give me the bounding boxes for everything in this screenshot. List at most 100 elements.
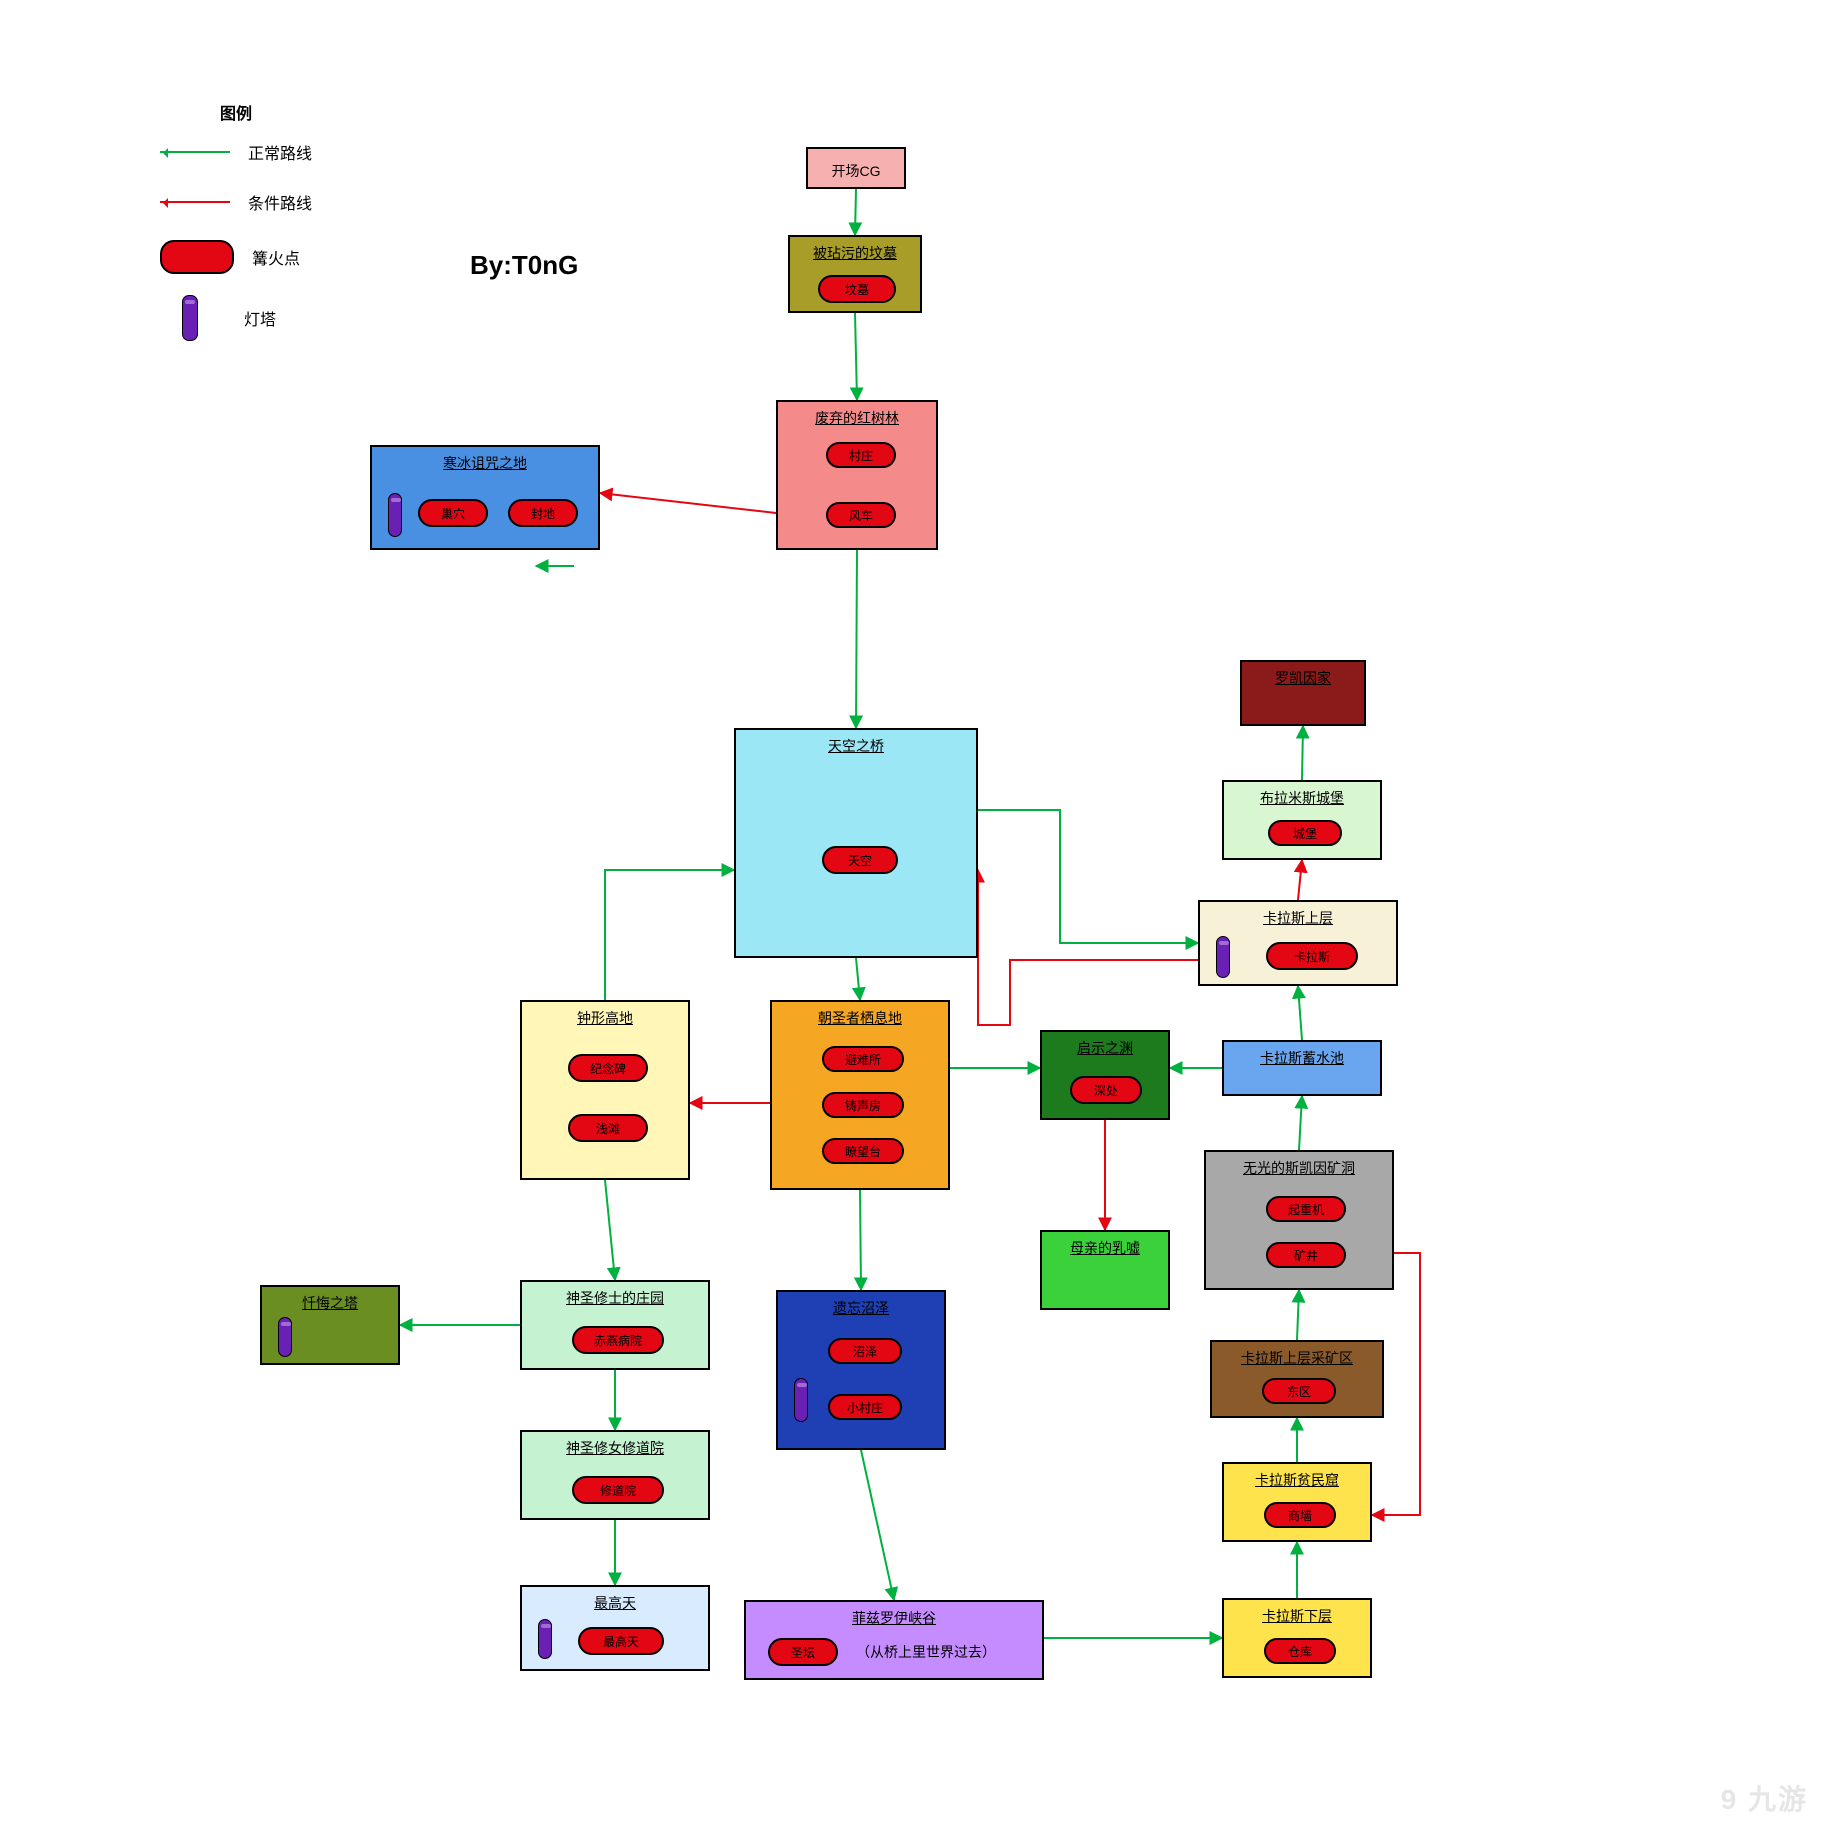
area-title: 菲兹罗伊峡谷 [746, 1602, 1042, 1628]
legend-label: 正常路线 [248, 140, 312, 164]
area-title: 忏悔之塔 [262, 1287, 398, 1313]
legend-label: 篝火点 [252, 245, 300, 269]
area-kup: 卡拉斯上层卡拉斯 [1198, 900, 1398, 986]
area-heaven: 最高天最高天 [520, 1585, 710, 1671]
edge [861, 1450, 894, 1600]
bonfire: 沼泽 [828, 1338, 902, 1364]
lighthouse-icon [794, 1378, 808, 1422]
bonfire: 坟墓 [818, 275, 896, 303]
bonfire: 纪念碑 [568, 1054, 648, 1082]
bonfire: 天空 [822, 846, 898, 874]
area-title: 钟形高地 [522, 1002, 688, 1028]
legend-row-lighthouse: 灯塔 [160, 295, 276, 341]
bonfire: 矿井 [1266, 1242, 1346, 1268]
area-title: 卡拉斯上层 [1200, 902, 1396, 928]
area-swamp: 遗忘沼泽沼泽小村庄 [776, 1290, 946, 1450]
area-title: 被玷污的坟墓 [790, 237, 920, 263]
area-title: 卡拉斯下层 [1224, 1600, 1370, 1626]
area-kmine: 卡拉斯上层采矿区东区 [1210, 1340, 1384, 1418]
lighthouse-icon [182, 295, 198, 341]
edge [856, 958, 860, 1000]
area-pool: 卡拉斯蓄水池 [1222, 1040, 1382, 1096]
area-title: 无光的斯凯因矿洞 [1206, 1152, 1392, 1178]
area-revel: 启示之渊深处 [1040, 1030, 1170, 1120]
bonfire: 赤燕病院 [572, 1326, 664, 1354]
legend-row-normal: 正常路线 [160, 140, 312, 164]
area-pilgrim: 朝圣者栖息地避难所铸声房瞭望台 [770, 1000, 950, 1190]
area-title: 启示之渊 [1042, 1032, 1168, 1058]
edge [600, 493, 776, 513]
diagram-canvas: 图例 正常路线 条件路线 篝火点 灯塔 By:T0nG 开场C [0, 0, 1838, 1838]
area-skein: 无光的斯凯因矿洞起重机矿井 [1204, 1150, 1394, 1290]
area-castle: 布拉米斯城堡城堡 [1222, 780, 1382, 860]
lighthouse-icon [278, 1317, 292, 1357]
edge [860, 1190, 861, 1290]
bonfire: 东区 [1262, 1378, 1336, 1404]
area-kdown: 卡拉斯下层仓库 [1222, 1598, 1372, 1678]
bonfire: 浅滩 [568, 1114, 648, 1142]
bonfire: 最高天 [578, 1627, 664, 1655]
watermark: 9 九游 [1721, 1778, 1808, 1818]
lighthouse-icon [1216, 936, 1230, 978]
area-title: 神圣修士的庄园 [522, 1282, 708, 1308]
area-cg: 开场CG [806, 147, 906, 189]
byline: By:T0nG [470, 250, 578, 281]
area-title: 罗凯因家 [1242, 662, 1364, 688]
area-grave: 被玷污的坟墓坟墓 [788, 235, 922, 313]
area-mother: 母亲的乳嘘 [1040, 1230, 1170, 1310]
bonfire: 深处 [1070, 1076, 1142, 1104]
lighthouse-icon [388, 493, 402, 537]
edge [1298, 860, 1302, 900]
bonfire: 城堡 [1268, 820, 1342, 846]
area-valley: 菲兹罗伊峡谷圣坛 （从桥上里世界过去） [744, 1600, 1044, 1680]
area-title: 遗忘沼泽 [778, 1292, 944, 1318]
area-title: 卡拉斯蓄水池 [1224, 1042, 1380, 1068]
bonfire: 瞭望台 [822, 1138, 904, 1164]
area-title: 布拉米斯城堡 [1224, 782, 1380, 808]
area-title: 天空之桥 [736, 730, 976, 756]
area-note: （从桥上里世界过去） [856, 1642, 996, 1662]
area-title: 卡拉斯贫民窟 [1224, 1464, 1370, 1490]
edge [855, 313, 857, 400]
bonfire: 卡拉斯 [1266, 942, 1358, 970]
area-ice: 寒冰诅咒之地巢穴封地 [370, 445, 600, 550]
area-sky: 天空之桥天空 [734, 728, 978, 958]
edge [1298, 986, 1302, 1040]
legend-row-condition: 条件路线 [160, 190, 312, 214]
legend-line-normal [160, 151, 230, 153]
edge [605, 870, 734, 1000]
legend-label: 灯塔 [244, 306, 276, 330]
edge [605, 1180, 615, 1280]
area-title: 朝圣者栖息地 [772, 1002, 948, 1028]
legend-label: 条件路线 [248, 190, 312, 214]
legend-row-bonfire: 篝火点 [160, 240, 300, 274]
edge [1297, 1290, 1299, 1340]
bonfire: 商墙 [1264, 1502, 1336, 1528]
bonfire: 修道院 [572, 1476, 664, 1504]
bonfire-icon [160, 240, 234, 274]
edge [1302, 726, 1303, 780]
area-bell: 钟形高地纪念碑浅滩 [520, 1000, 690, 1180]
area-title: 开场CG [808, 149, 904, 181]
bonfire: 仓库 [1264, 1638, 1336, 1664]
bonfire: 小村庄 [828, 1394, 902, 1420]
area-rogue: 罗凯因家 [1240, 660, 1366, 726]
legend-title: 图例 [220, 100, 252, 124]
area-title: 最高天 [522, 1587, 708, 1613]
legend-line-condition [160, 201, 230, 203]
bonfire: 圣坛 [768, 1638, 838, 1666]
bonfire: 封地 [508, 499, 578, 527]
area-title: 神圣修女修道院 [522, 1432, 708, 1458]
area-title: 废弃的红树林 [778, 402, 936, 428]
edge [1299, 1096, 1302, 1150]
edge [855, 189, 856, 235]
bonfire: 避难所 [822, 1046, 904, 1072]
lighthouse-icon [538, 1619, 552, 1659]
area-nun: 神圣修女修道院修道院 [520, 1430, 710, 1520]
area-mangrove: 废弃的红树林村庄风车 [776, 400, 938, 550]
bonfire: 村庄 [826, 442, 896, 468]
edge [856, 550, 857, 728]
bonfire: 巢穴 [418, 499, 488, 527]
area-monk: 神圣修士的庄园赤燕病院 [520, 1280, 710, 1370]
edge [978, 810, 1198, 943]
